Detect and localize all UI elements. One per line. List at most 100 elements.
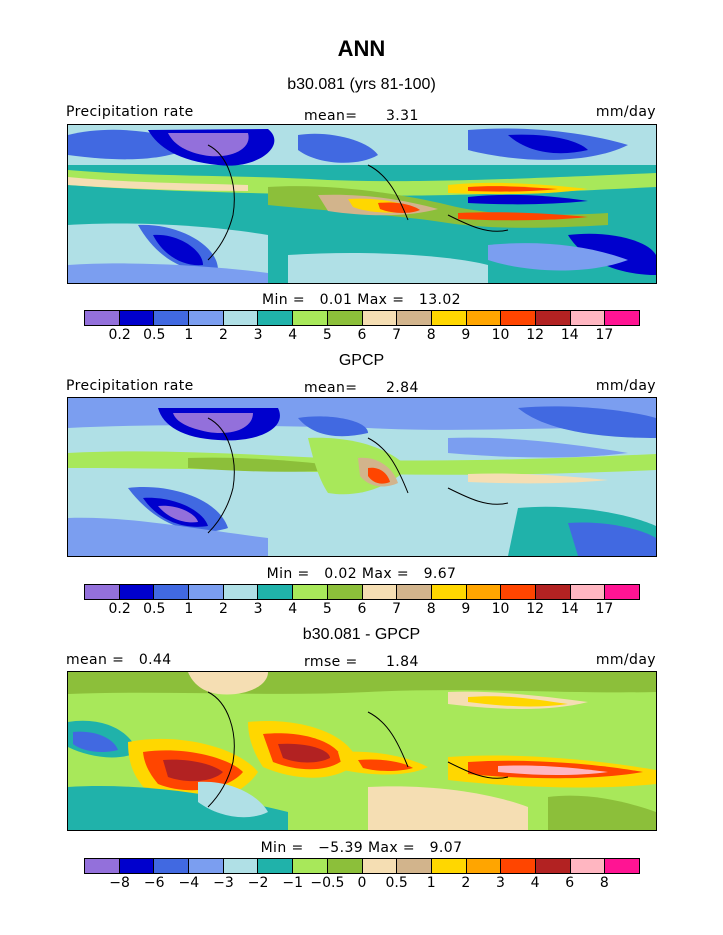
panel2-max-value: 9.67 — [423, 566, 457, 582]
colorbar-tick-label: 5 — [322, 601, 332, 617]
colorbar-swatch — [293, 859, 328, 873]
colorbar-swatch — [119, 859, 155, 873]
colorbar-tick-label: 1 — [184, 327, 194, 343]
colorbar-swatch — [397, 311, 432, 325]
panel1-minmax: Min = 0.01 Max = 13.02 — [0, 292, 723, 308]
colorbar-tick-label: 8 — [426, 327, 436, 343]
colorbar-tick-label: 10 — [491, 327, 510, 343]
colorbar-swatch — [85, 859, 120, 873]
colorbar-tick-label: 0.5 — [385, 875, 408, 891]
colorbar-swatch — [570, 585, 606, 599]
panel2-max-label: Max = — [361, 566, 409, 582]
panel3-rmse-value: 1.84 — [386, 654, 419, 670]
colorbar-swatch — [466, 585, 502, 599]
colorbar-swatch — [397, 585, 432, 599]
panel3-minmax: Min = −5.39 Max = 9.07 — [0, 840, 723, 856]
colorbar-swatch — [223, 859, 259, 873]
colorbar-swatch — [327, 585, 363, 599]
colorbar-tick-label: 6 — [357, 601, 367, 617]
colorbar-tick-label: 2 — [219, 327, 228, 343]
panel3-units: mm/day — [595, 652, 656, 668]
panel2-map — [67, 397, 657, 557]
colorbar-swatch — [293, 585, 328, 599]
colorbar-tick-label: 9 — [461, 601, 471, 617]
colorbar-swatch — [189, 585, 224, 599]
colorbar-tick-label: 1 — [184, 601, 194, 617]
figure-title: ANN — [337, 36, 386, 61]
colorbar-tick-label: −8 — [109, 875, 130, 891]
colorbar-swatch — [397, 859, 432, 873]
colorbar-tick-label: 6 — [565, 875, 575, 891]
colorbar-tick-label: 10 — [491, 601, 510, 617]
colorbar-tick-label: 0.2 — [108, 601, 131, 617]
colorbar-swatch — [223, 585, 259, 599]
colorbar-tick-label: 17 — [595, 327, 614, 343]
colorbar-tick-label: 0 — [357, 875, 367, 891]
colorbar-tick-label: −1 — [282, 875, 304, 891]
colorbar-swatch — [362, 311, 398, 325]
panel2-minmax: Min = 0.02 Max = 9.67 — [0, 566, 723, 582]
colorbar-tick-label: 6 — [357, 327, 367, 343]
colorbar-swatch — [154, 585, 190, 599]
colorbar-tick-label: 2 — [461, 875, 471, 891]
colorbar-swatch — [223, 311, 259, 325]
colorbar-tick-label: 12 — [526, 601, 545, 617]
colorbar-swatch — [431, 859, 467, 873]
colorbar-tick-label: −6 — [143, 875, 165, 891]
colorbar-swatch — [327, 859, 363, 873]
colorbar-tick-label: 3 — [253, 327, 263, 343]
panel2-contour-field — [68, 398, 656, 556]
colorbar-swatch — [258, 859, 294, 873]
colorbar-swatch — [85, 311, 120, 325]
colorbar-swatch — [362, 859, 398, 873]
colorbar-swatch — [570, 859, 606, 873]
colorbar-swatch — [605, 585, 639, 599]
colorbar-swatch — [605, 859, 639, 873]
panel3-colorbar — [84, 858, 640, 874]
panel2-colorbar — [84, 584, 640, 600]
panel1-max-label: Max = — [357, 292, 405, 308]
colorbar-tick-label: 14 — [560, 327, 579, 343]
panel3-mean-label: mean = 0.44 — [66, 652, 172, 668]
colorbar-swatch — [501, 311, 536, 325]
colorbar-swatch — [85, 585, 120, 599]
colorbar-swatch — [258, 585, 294, 599]
panel1-min-value: 0.01 — [319, 292, 353, 308]
colorbar-swatch — [119, 311, 155, 325]
colorbar-tick-label: 5 — [322, 327, 332, 343]
colorbar-swatch — [189, 859, 224, 873]
panel1-max-value: 13.02 — [418, 292, 461, 308]
panel3-heading: b30.081 - GPCP — [302, 626, 421, 643]
panel2-units: mm/day — [595, 378, 656, 394]
colorbar-swatch — [535, 859, 571, 873]
colorbar-swatch — [466, 311, 502, 325]
panel1-mean-value: 3.31 — [386, 108, 419, 124]
figure-subtitle: b30.081 (yrs 81-100) — [287, 76, 436, 93]
panel2-mean-value: 2.84 — [386, 380, 419, 396]
panel3-colorbar-ticks: −8 −6 −4 −3 −2 −1 −0.5 0 0.5 1 2 3 4 6 8 — [84, 875, 640, 891]
colorbar-tick-label: −0.5 — [310, 875, 345, 891]
colorbar-tick-label: 12 — [526, 327, 545, 343]
colorbar-tick-label: 4 — [288, 601, 298, 617]
panel2-colorbar-ticks: 0.2 0.5 1 2 3 4 5 6 7 8 9 10 12 14 17 — [84, 601, 640, 617]
colorbar-tick-label: 4 — [288, 327, 298, 343]
colorbar-tick-label: 0.5 — [143, 601, 166, 617]
panel3-max-label: Max = — [367, 840, 416, 856]
panel3-max-value: 9.07 — [429, 840, 463, 856]
panel2-min-label: Min = — [266, 566, 310, 582]
colorbar-tick-label: 7 — [392, 327, 402, 343]
panel2-heading: GPCP — [338, 352, 385, 369]
colorbar-tick-label: 8 — [599, 875, 609, 891]
colorbar-swatch — [154, 859, 190, 873]
colorbar-tick-label: −4 — [178, 875, 200, 891]
panel1-mean-key: mean= — [304, 108, 358, 124]
colorbar-tick-label: 8 — [426, 601, 436, 617]
colorbar-tick-label: 0.5 — [143, 327, 166, 343]
colorbar-swatch — [119, 585, 155, 599]
panel2-left-label: Precipitation rate — [66, 378, 194, 394]
panel1-left-label: Precipitation rate — [66, 104, 194, 120]
colorbar-tick-label: −3 — [213, 875, 234, 891]
colorbar-tick-label: 7 — [392, 601, 402, 617]
panel2-min-value: 0.02 — [324, 566, 358, 582]
panel1-map — [67, 124, 657, 284]
